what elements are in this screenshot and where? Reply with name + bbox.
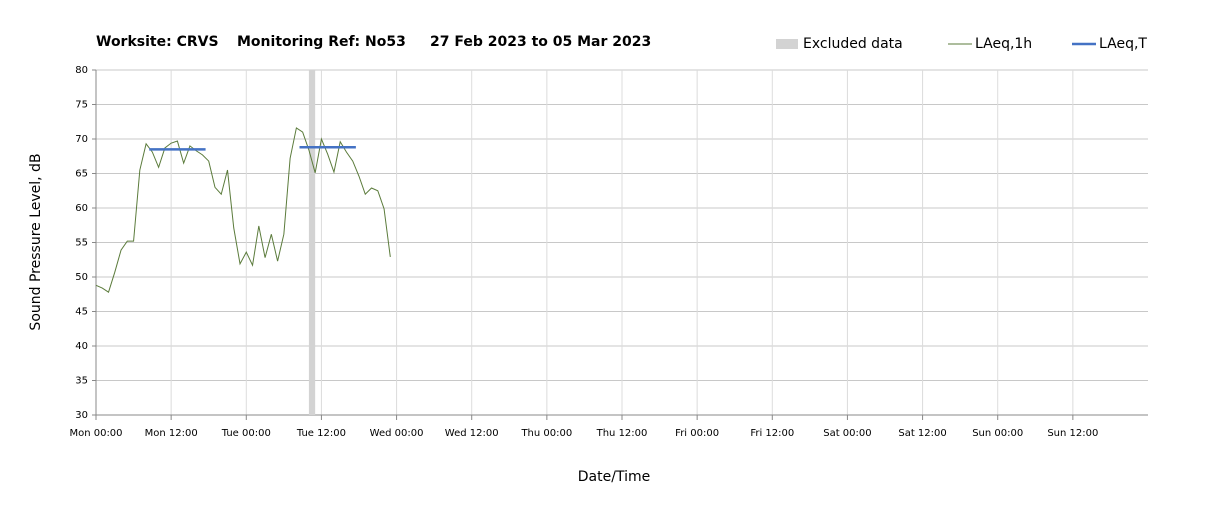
series-line [149, 146, 356, 151]
x-tick-label: Mon 12:00 [145, 428, 198, 439]
x-tick-label: Thu 00:00 [520, 428, 572, 439]
y-tick-label: 45 [75, 307, 88, 318]
legend-label: Excluded data [803, 36, 903, 52]
y-tick-label: 70 [75, 134, 88, 145]
x-tick-label: Fri 12:00 [750, 428, 794, 439]
x-tick-label: Sat 12:00 [898, 428, 946, 439]
chart-title: Worksite: CRVS [96, 34, 219, 50]
x-tick-label: Sun 00:00 [972, 428, 1023, 439]
chart-title: Monitoring Ref: No53 [237, 34, 406, 50]
x-tick-label: Tue 00:00 [221, 428, 271, 439]
series-line [95, 127, 391, 293]
x-tick-label: Thu 12:00 [596, 428, 648, 439]
y-tick-label: 50 [75, 272, 88, 283]
x-tick-label: Sat 00:00 [823, 428, 871, 439]
chart-title: 27 Feb 2023 to 05 Mar 2023 [430, 34, 651, 50]
y-tick-label: 30 [75, 410, 88, 421]
y-tick-label: 65 [75, 169, 88, 180]
x-tick-label: Fri 00:00 [675, 428, 719, 439]
excluded-band [308, 70, 316, 415]
y-axis-title: Sound Pressure Level, dB [28, 153, 44, 330]
y-tick-label: 80 [75, 65, 88, 76]
x-tick-label: Mon 00:00 [69, 428, 122, 439]
legend-swatch [776, 39, 798, 49]
x-axis-title: Date/Time [578, 469, 650, 485]
x-tick-label: Sun 12:00 [1047, 428, 1098, 439]
y-tick-label: 55 [75, 238, 88, 249]
x-tick-label: Wed 00:00 [370, 428, 424, 439]
x-tick-label: Wed 12:00 [445, 428, 499, 439]
x-tick-label: Tue 12:00 [296, 428, 346, 439]
y-tick-label: 35 [75, 376, 88, 387]
legend-label: LAeq,T [1099, 36, 1147, 52]
y-tick-label: 40 [75, 341, 88, 352]
legend-label: LAeq,1h [975, 36, 1032, 52]
y-tick-label: 75 [75, 100, 88, 111]
y-tick-label: 60 [75, 203, 88, 214]
